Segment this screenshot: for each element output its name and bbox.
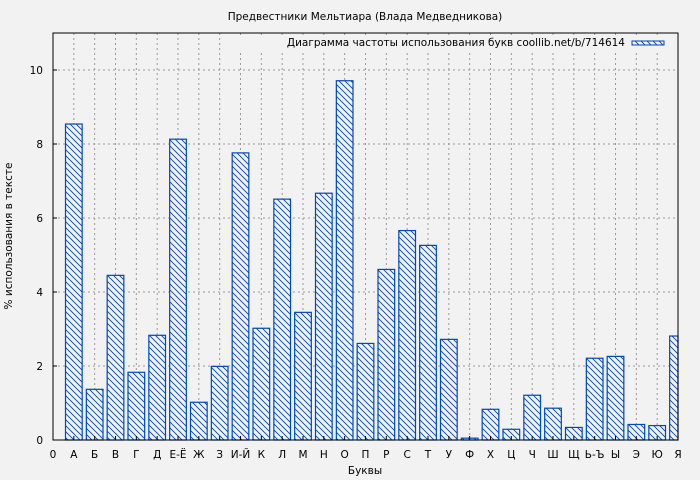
y-axis-label: % использования в тексте [3, 163, 15, 310]
x-tick-label: Ь-Ъ [585, 449, 605, 461]
x-tick-label: Г [133, 449, 139, 461]
bar-И-Й [231, 152, 250, 441]
bar-Е-Ё [169, 138, 187, 441]
grid-lines [53, 33, 679, 440]
x-axis-label: Буквы [348, 465, 382, 477]
x-tick-label: М [298, 449, 307, 461]
bar-Б [85, 388, 104, 441]
bars [64, 80, 679, 441]
bar-В [106, 274, 125, 441]
x-tick-label: Ю [651, 449, 662, 461]
x-tick-label: Т [424, 449, 432, 461]
bar-Т [419, 244, 437, 441]
bar-З [210, 365, 229, 441]
x-axis-ticks: 0 А Б В Г Д Е-Ё Ж З И-Й К Л М Н О П Р С Т У Ф Х Ц Ч Ш Щ Ь-Ъ Ы Э Ю Я [50, 436, 682, 461]
y-tick-label: 2 [36, 361, 43, 373]
bar-Х [481, 408, 500, 441]
x-tick-label: Ф [465, 449, 474, 461]
x-tick-label: 0 [50, 449, 57, 461]
x-tick-label: Я [674, 449, 681, 461]
bar-Ч [523, 394, 542, 441]
y-tick-label: 0 [36, 435, 43, 447]
x-tick-label: Щ [568, 449, 580, 461]
bar-П [356, 342, 375, 441]
bar-Д [148, 334, 167, 441]
x-tick-label: Э [633, 449, 640, 461]
x-tick-label: З [216, 449, 223, 461]
x-tick-label: Д [153, 449, 161, 461]
bar-Г [127, 371, 146, 441]
legend-label: Диаграмма частоты использования букв coo… [287, 37, 625, 49]
bar-Л [273, 198, 292, 441]
bar-Н [314, 192, 333, 441]
x-tick-label: Ц [507, 449, 515, 461]
bar-А [64, 123, 83, 441]
x-tick-label: П [362, 449, 370, 461]
x-tick-label: Н [320, 449, 328, 461]
legend: Диаграмма частоты использования букв coo… [240, 36, 672, 50]
bar-М [294, 311, 312, 441]
x-tick-label: Б [91, 449, 98, 461]
x-tick-label: Ы [611, 449, 620, 461]
legend-swatch [631, 40, 665, 46]
bar-Р [377, 268, 396, 441]
bar-Я [669, 335, 679, 441]
y-axis-ticks: 0 2 4 6 8 10 [30, 65, 57, 447]
bar-У [439, 338, 458, 441]
y-tick-label: 6 [36, 213, 43, 225]
x-tick-label: Ч [529, 449, 536, 461]
x-tick-label: У [446, 449, 453, 461]
x-tick-label: Ш [547, 449, 558, 461]
x-tick-label: Ж [193, 449, 205, 461]
x-tick-label: А [70, 449, 78, 461]
x-tick-label: Е-Ё [169, 448, 186, 461]
bar-Ь-Ъ [585, 357, 604, 441]
y-tick-label: 10 [30, 65, 43, 77]
chart-title: Предвестники Мельтиара (Влада Медведнико… [228, 11, 503, 23]
x-tick-label: Х [487, 449, 494, 461]
y-tick-label: 4 [36, 287, 43, 299]
x-tick-label: К [258, 449, 266, 461]
x-tick-label: И-Й [231, 448, 251, 461]
bar-С [398, 229, 417, 441]
bar-К [252, 327, 271, 441]
bar-Ш [544, 407, 562, 441]
y-tick-label: 8 [36, 139, 43, 151]
x-tick-label: Л [278, 449, 286, 461]
bar-Ы [606, 355, 625, 441]
x-tick-label: С [403, 449, 410, 461]
bar-Ж [189, 401, 208, 441]
x-tick-label: В [112, 449, 119, 461]
x-tick-label: О [341, 449, 349, 461]
bar-О [335, 80, 354, 441]
x-tick-label: Р [383, 449, 389, 461]
